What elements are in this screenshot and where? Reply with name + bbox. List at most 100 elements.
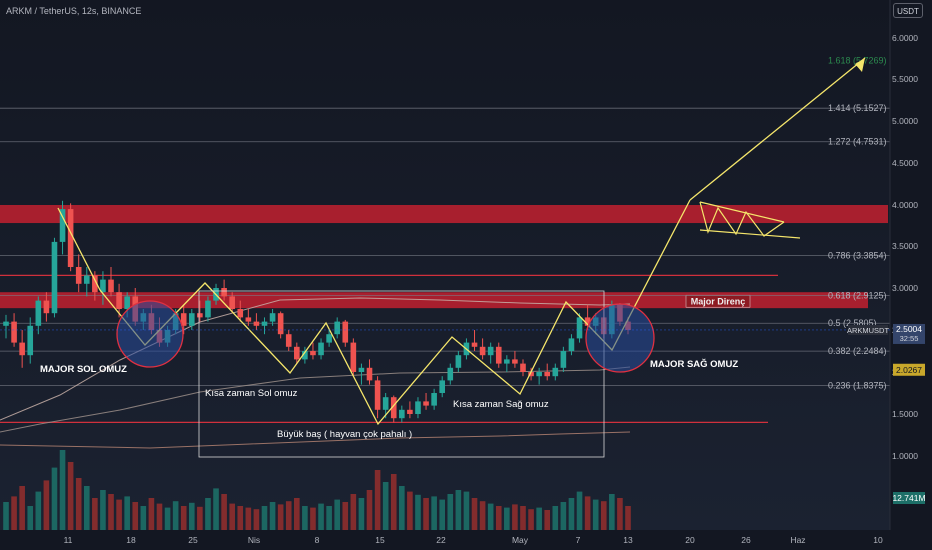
volume-bar	[560, 502, 567, 530]
zone-upper-resistance	[0, 205, 888, 224]
candle-body[interactable]	[431, 393, 437, 406]
currency-badge[interactable]: USDT	[893, 3, 923, 18]
volume-bar	[358, 498, 365, 530]
candle-body[interactable]	[51, 241, 58, 314]
candle-body[interactable]	[576, 317, 583, 339]
candle-body[interactable]	[382, 397, 389, 410]
plot-background	[0, 0, 890, 530]
candle-body[interactable]	[536, 372, 542, 377]
candle-body[interactable]	[520, 363, 526, 372]
candle-body[interactable]	[83, 275, 90, 284]
candle-body[interactable]	[100, 279, 106, 293]
candle-body[interactable]	[261, 321, 268, 326]
candle-body[interactable]	[285, 334, 292, 347]
volume-bar	[269, 502, 276, 530]
candle-body[interactable]	[479, 346, 486, 356]
candle-body[interactable]	[11, 321, 17, 343]
volume-bar	[164, 507, 171, 530]
candle-body[interactable]	[197, 313, 203, 318]
candle-body[interactable]	[3, 321, 9, 326]
volume-bar	[609, 494, 615, 530]
candle-body[interactable]	[269, 313, 276, 322]
volume-bar	[197, 506, 203, 530]
candle-body[interactable]	[358, 367, 365, 372]
volume-bar	[148, 498, 155, 530]
candle-body[interactable]	[407, 409, 413, 414]
candle-body[interactable]	[455, 355, 462, 368]
volume-bar	[479, 501, 486, 530]
candle-body[interactable]	[334, 321, 340, 335]
candle-body[interactable]	[584, 317, 591, 326]
candle-body[interactable]	[544, 372, 551, 377]
current-price-value: 2.5004	[896, 324, 922, 334]
candle-body[interactable]	[318, 342, 324, 356]
candle-body[interactable]	[310, 351, 316, 356]
candle-body[interactable]	[512, 359, 518, 364]
candle-body[interactable]	[67, 209, 74, 267]
fib-label-0.5: 0.5 (2.5805)	[828, 318, 877, 328]
candle-body[interactable]	[447, 367, 454, 381]
candle-body[interactable]	[471, 342, 478, 347]
volume-bar	[592, 499, 599, 530]
candle-body[interactable]	[504, 359, 510, 364]
volume-bar	[92, 498, 98, 530]
candle-body[interactable]	[342, 321, 349, 343]
candle-body[interactable]	[528, 372, 534, 377]
candle-body[interactable]	[75, 267, 82, 284]
volume-bar	[366, 490, 373, 530]
volume-bar	[156, 503, 163, 530]
candle-body[interactable]	[495, 346, 502, 364]
candle-body[interactable]	[180, 313, 187, 326]
price-tick-label: 3.0000	[892, 283, 918, 293]
time-tick-label: Haz	[790, 535, 805, 545]
annotation-1: Kısa zaman Sol omuz	[205, 388, 298, 399]
candle-body[interactable]	[229, 296, 235, 309]
candle-body[interactable]	[43, 300, 50, 314]
candle-body[interactable]	[568, 338, 575, 351]
time-tick-label: May	[512, 535, 529, 545]
candle-body[interactable]	[302, 351, 308, 360]
candle-body[interactable]	[326, 334, 332, 343]
volume-bar	[318, 503, 324, 530]
candle-body[interactable]	[366, 367, 373, 381]
price-tick-label: 5.0000	[892, 116, 918, 126]
candle-body[interactable]	[277, 313, 284, 335]
candle-body[interactable]	[552, 367, 559, 377]
time-tick-label: 25	[188, 535, 198, 545]
candle-body[interactable]	[108, 279, 114, 293]
head-range-box	[198, 290, 605, 458]
candle-body[interactable]	[487, 346, 494, 356]
candle-body[interactable]	[350, 342, 357, 372]
candle-body[interactable]	[116, 292, 122, 309]
candle-body[interactable]	[423, 401, 429, 406]
candle-body[interactable]	[390, 397, 397, 419]
candle-body[interactable]	[415, 401, 421, 414]
candle-body[interactable]	[205, 300, 211, 318]
candle-body[interactable]	[237, 309, 244, 318]
candle-body[interactable]	[35, 300, 42, 326]
candle-body[interactable]	[59, 209, 66, 242]
candle-countdown: 32:55	[900, 334, 919, 343]
candle-body[interactable]	[19, 342, 25, 356]
candle-body[interactable]	[124, 296, 130, 309]
candle-body[interactable]	[188, 313, 195, 326]
symbol-label: ARKMUSDT	[847, 326, 890, 335]
candle-body[interactable]	[253, 321, 260, 326]
volume-bar	[536, 507, 542, 530]
candle-body[interactable]	[439, 380, 446, 393]
candle-body[interactable]	[221, 288, 227, 297]
candle-body[interactable]	[27, 325, 34, 356]
volume-bar	[374, 470, 381, 530]
annotation-4: MAJOR SAĞ OMUZ	[650, 358, 738, 370]
price-tick-label: 4.5000	[892, 158, 918, 168]
candle-body[interactable]	[374, 380, 381, 410]
current-price-badge[interactable]	[893, 323, 925, 344]
candle-body[interactable]	[560, 351, 567, 368]
candle-body[interactable]	[294, 346, 300, 360]
time-tick-label: 15	[375, 535, 385, 545]
candle-body[interactable]	[399, 409, 405, 419]
candle-body[interactable]	[92, 275, 98, 293]
candle-body[interactable]	[245, 317, 252, 322]
